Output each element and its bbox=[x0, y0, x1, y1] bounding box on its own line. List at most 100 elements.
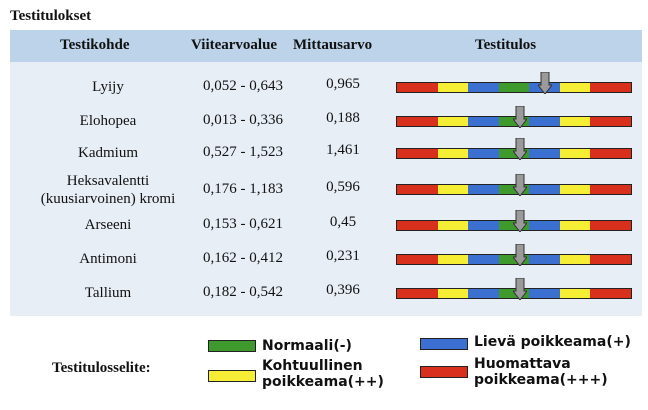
bar-segment-yellow bbox=[559, 221, 591, 230]
bar-segment-blue bbox=[468, 221, 499, 230]
result-bar bbox=[396, 288, 632, 299]
legend-normal-swatch bbox=[208, 340, 256, 352]
bar-segment-blue bbox=[529, 221, 560, 230]
table-row: Arseeni 0,153 - 0,621 0,45 bbox=[10, 210, 642, 240]
header-viitearvoalue: Viitearvoalue bbox=[191, 37, 278, 53]
legend-moderate-label: Kohtuullinen poikkeama(++) bbox=[262, 358, 384, 390]
result-bar bbox=[396, 116, 632, 127]
row-name: Heksavalentti (kuusiarvoinen) kromi bbox=[40, 173, 176, 207]
bar-segment-red bbox=[590, 83, 631, 92]
bar-segment-yellow bbox=[559, 149, 591, 158]
legend-significant-line2: poikkeama(+++) bbox=[474, 372, 608, 388]
bar-segment-red bbox=[397, 221, 438, 230]
row-range: 0,052 - 0,643 bbox=[203, 78, 283, 94]
row-range: 0,162 - 0,412 bbox=[203, 250, 283, 266]
page-title: Testitulokset bbox=[10, 8, 92, 24]
bar-segment-blue bbox=[468, 149, 499, 158]
bar-segment-blue bbox=[468, 117, 499, 126]
row-value: 0,188 bbox=[326, 110, 360, 126]
legend-moderate-swatch bbox=[208, 370, 256, 382]
bar-segment-red bbox=[397, 185, 438, 194]
bar-segment-red bbox=[590, 221, 631, 230]
result-arrow-icon bbox=[512, 174, 527, 196]
bar-segment-green bbox=[498, 117, 530, 126]
row-name: Tallium bbox=[84, 285, 132, 301]
result-bar bbox=[396, 148, 632, 159]
legend-significant-swatch bbox=[420, 366, 468, 378]
bar-segment-blue bbox=[468, 83, 499, 92]
bar-segment-yellow bbox=[437, 255, 469, 264]
bar-segment-yellow bbox=[559, 185, 591, 194]
bar-segment-blue bbox=[468, 185, 499, 194]
result-arrow-icon bbox=[512, 138, 527, 160]
row-value: 1,461 bbox=[326, 142, 360, 158]
legend-moderate-line2: poikkeama(++) bbox=[262, 374, 384, 390]
result-arrow-icon bbox=[512, 106, 527, 128]
bar-segment-red bbox=[397, 255, 438, 264]
bar-segment-blue bbox=[468, 255, 499, 264]
header-testitulos: Testitulos bbox=[475, 37, 537, 53]
bar-segment-blue bbox=[529, 149, 560, 158]
legend-mild-label: Lievä poikkeama(+) bbox=[474, 334, 631, 350]
row-name: Arseeni bbox=[84, 217, 132, 233]
bar-segment-yellow bbox=[437, 289, 469, 298]
legend-moderate-line1: Kohtuullinen bbox=[262, 358, 363, 374]
bar-segment-green bbox=[498, 149, 530, 158]
table-row: Antimoni 0,162 - 0,412 0,231 bbox=[10, 244, 642, 274]
bar-segment-yellow bbox=[559, 83, 591, 92]
bar-segment-blue bbox=[529, 289, 560, 298]
bar-segment-red bbox=[397, 117, 438, 126]
row-value: 0,396 bbox=[326, 282, 360, 298]
bar-segment-red bbox=[590, 117, 631, 126]
bar-segment-blue bbox=[529, 255, 560, 264]
bar-segment-green bbox=[498, 255, 530, 264]
bar-segment-blue bbox=[529, 117, 560, 126]
row-name: Lyijy bbox=[92, 79, 124, 95]
bar-segment-green bbox=[498, 221, 530, 230]
header-mittausarvo: Mittausarvo bbox=[293, 37, 373, 53]
table-row: Tallium 0,182 - 0,542 0,396 bbox=[10, 278, 642, 308]
row-value: 0,231 bbox=[326, 248, 360, 264]
row-value: 0,965 bbox=[326, 76, 360, 92]
result-arrow-icon bbox=[512, 244, 527, 266]
bar-segment-green bbox=[498, 83, 530, 92]
legend-mild-swatch bbox=[420, 338, 468, 350]
row-name: Elohopea bbox=[79, 113, 137, 129]
results-table: Testikohde Viitearvoalue Mittausarvo Tes… bbox=[10, 30, 642, 316]
bar-segment-red bbox=[397, 149, 438, 158]
bar-segment-yellow bbox=[437, 149, 469, 158]
result-bar bbox=[396, 82, 632, 93]
row-range: 0,182 - 0,542 bbox=[203, 284, 283, 300]
row-name: Antimoni bbox=[79, 251, 137, 267]
bar-segment-red bbox=[397, 289, 438, 298]
table-row: Heksavalentti (kuusiarvoinen) kromi 0,176… bbox=[10, 170, 642, 210]
table-row: Elohopea 0,013 - 0,336 0,188 bbox=[10, 106, 642, 136]
table-row: Kadmium 0,527 - 1,523 1,461 bbox=[10, 138, 642, 168]
bar-segment-yellow bbox=[437, 221, 469, 230]
bar-segment-red bbox=[590, 149, 631, 158]
result-arrow-icon bbox=[512, 278, 527, 300]
legend-title: Testitulosselite: bbox=[52, 360, 151, 376]
bar-segment-red bbox=[590, 185, 631, 194]
table-header: Testikohde Viitearvoalue Mittausarvo Tes… bbox=[10, 30, 642, 62]
legend-normal-label: Normaali(-) bbox=[262, 338, 352, 354]
result-arrow-icon bbox=[512, 210, 527, 232]
bar-segment-yellow bbox=[437, 83, 469, 92]
bar-segment-green bbox=[498, 185, 530, 194]
row-range: 0,013 - 0,336 bbox=[203, 112, 283, 128]
result-bar bbox=[396, 184, 632, 195]
row-range: 0,176 - 1,183 bbox=[203, 181, 283, 197]
bar-segment-red bbox=[590, 255, 631, 264]
row-value: 0,45 bbox=[329, 214, 357, 230]
bar-segment-yellow bbox=[437, 117, 469, 126]
bar-segment-red bbox=[397, 83, 438, 92]
bar-segment-yellow bbox=[437, 185, 469, 194]
result-bar bbox=[396, 220, 632, 231]
bar-segment-yellow bbox=[559, 289, 591, 298]
result-arrow-icon bbox=[537, 72, 552, 94]
bar-segment-blue bbox=[529, 185, 560, 194]
bar-segment-yellow bbox=[559, 117, 591, 126]
legend-significant-label: Huomattava poikkeama(+++) bbox=[474, 356, 608, 388]
result-bar bbox=[396, 254, 632, 265]
row-range: 0,153 - 0,621 bbox=[203, 216, 283, 232]
